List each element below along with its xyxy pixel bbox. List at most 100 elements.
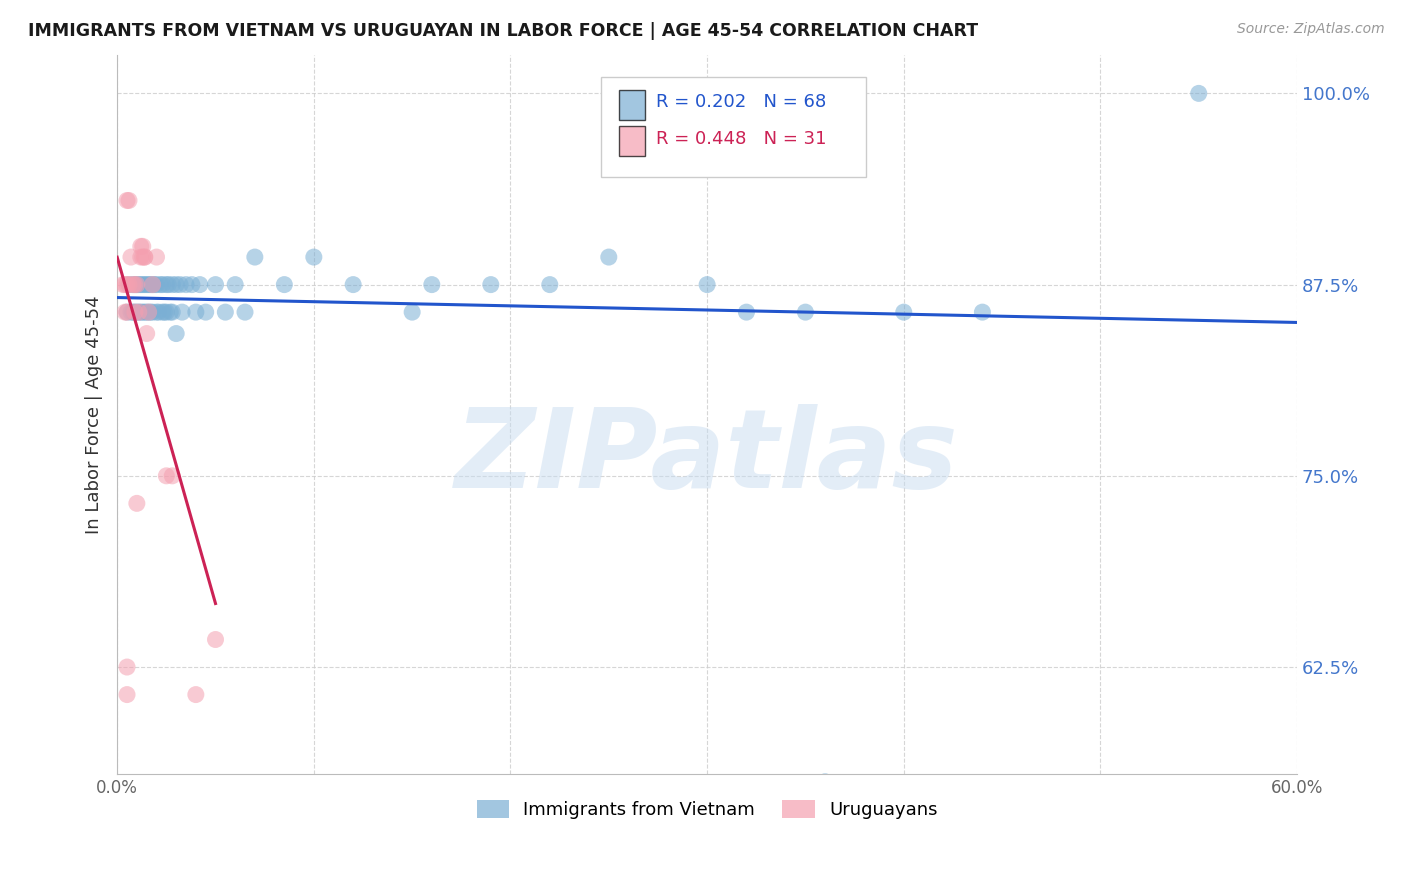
Uruguayans bbox=[125, 277, 148, 292]
Uruguayans bbox=[122, 277, 145, 292]
Uruguayans bbox=[114, 277, 136, 292]
Immigrants from Vietnam bbox=[152, 277, 174, 292]
Immigrants from Vietnam bbox=[138, 305, 160, 319]
Immigrants from Vietnam bbox=[128, 277, 150, 292]
Immigrants from Vietnam bbox=[125, 305, 148, 319]
FancyBboxPatch shape bbox=[600, 77, 866, 178]
Immigrants from Vietnam bbox=[214, 305, 236, 319]
Immigrants from Vietnam bbox=[342, 277, 364, 292]
Immigrants from Vietnam bbox=[1188, 87, 1211, 101]
Immigrants from Vietnam bbox=[134, 277, 156, 292]
Uruguayans bbox=[125, 496, 148, 510]
Immigrants from Vietnam bbox=[120, 305, 142, 319]
Immigrants from Vietnam bbox=[149, 277, 172, 292]
Immigrants from Vietnam bbox=[128, 305, 150, 319]
Uruguayans bbox=[134, 250, 156, 264]
Immigrants from Vietnam bbox=[188, 277, 211, 292]
Immigrants from Vietnam bbox=[479, 277, 502, 292]
Uruguayans bbox=[155, 468, 177, 483]
Immigrants from Vietnam bbox=[169, 277, 191, 292]
Immigrants from Vietnam bbox=[162, 305, 184, 319]
Immigrants from Vietnam bbox=[224, 277, 246, 292]
Uruguayans bbox=[129, 250, 152, 264]
Immigrants from Vietnam bbox=[794, 305, 817, 319]
Text: IMMIGRANTS FROM VIETNAM VS URUGUAYAN IN LABOR FORCE | AGE 45-54 CORRELATION CHAR: IMMIGRANTS FROM VIETNAM VS URUGUAYAN IN … bbox=[28, 22, 979, 40]
Uruguayans bbox=[115, 277, 138, 292]
Uruguayans bbox=[112, 277, 135, 292]
Immigrants from Vietnam bbox=[129, 305, 152, 319]
Uruguayans bbox=[132, 239, 155, 253]
Immigrants from Vietnam bbox=[233, 305, 256, 319]
Immigrants from Vietnam bbox=[273, 277, 295, 292]
Immigrants from Vietnam bbox=[538, 277, 561, 292]
Immigrants from Vietnam bbox=[153, 305, 176, 319]
Immigrants from Vietnam bbox=[401, 305, 423, 319]
Immigrants from Vietnam bbox=[162, 277, 184, 292]
Immigrants from Vietnam bbox=[134, 305, 156, 319]
Uruguayans bbox=[115, 660, 138, 674]
Uruguayans bbox=[128, 305, 150, 319]
Immigrants from Vietnam bbox=[194, 305, 217, 319]
Immigrants from Vietnam bbox=[165, 277, 187, 292]
Immigrants from Vietnam bbox=[598, 250, 620, 264]
Immigrants from Vietnam bbox=[814, 774, 837, 789]
Y-axis label: In Labor Force | Age 45-54: In Labor Force | Age 45-54 bbox=[86, 295, 103, 534]
Text: Source: ZipAtlas.com: Source: ZipAtlas.com bbox=[1237, 22, 1385, 37]
Immigrants from Vietnam bbox=[157, 277, 180, 292]
Uruguayans bbox=[184, 688, 207, 702]
Uruguayans bbox=[142, 277, 165, 292]
Immigrants from Vietnam bbox=[122, 305, 145, 319]
Uruguayans bbox=[132, 250, 155, 264]
Immigrants from Vietnam bbox=[115, 305, 138, 319]
Immigrants from Vietnam bbox=[142, 305, 165, 319]
Immigrants from Vietnam bbox=[122, 277, 145, 292]
Immigrants from Vietnam bbox=[180, 277, 202, 292]
Immigrants from Vietnam bbox=[152, 305, 174, 319]
Uruguayans bbox=[115, 688, 138, 702]
Immigrants from Vietnam bbox=[302, 250, 325, 264]
Immigrants from Vietnam bbox=[125, 277, 148, 292]
Immigrants from Vietnam bbox=[148, 305, 170, 319]
Immigrants from Vietnam bbox=[172, 305, 194, 319]
Immigrants from Vietnam bbox=[139, 305, 162, 319]
Immigrants from Vietnam bbox=[159, 305, 181, 319]
Uruguayans bbox=[204, 632, 226, 647]
Legend: Immigrants from Vietnam, Uruguayans: Immigrants from Vietnam, Uruguayans bbox=[470, 792, 945, 826]
Immigrants from Vietnam bbox=[243, 250, 266, 264]
Immigrants from Vietnam bbox=[155, 277, 177, 292]
Uruguayans bbox=[145, 250, 167, 264]
Uruguayans bbox=[124, 277, 146, 292]
Immigrants from Vietnam bbox=[145, 305, 167, 319]
Immigrants from Vietnam bbox=[142, 277, 165, 292]
Uruguayans bbox=[129, 239, 152, 253]
Immigrants from Vietnam bbox=[124, 277, 146, 292]
Immigrants from Vietnam bbox=[132, 277, 155, 292]
Uruguayans bbox=[135, 326, 157, 341]
Immigrants from Vietnam bbox=[184, 305, 207, 319]
Uruguayans bbox=[120, 250, 142, 264]
Immigrants from Vietnam bbox=[893, 305, 915, 319]
Immigrants from Vietnam bbox=[132, 305, 155, 319]
FancyBboxPatch shape bbox=[619, 126, 644, 156]
Immigrants from Vietnam bbox=[118, 277, 141, 292]
Uruguayans bbox=[138, 305, 160, 319]
Immigrants from Vietnam bbox=[135, 305, 157, 319]
Uruguayans bbox=[118, 277, 141, 292]
Immigrants from Vietnam bbox=[972, 305, 994, 319]
Uruguayans bbox=[118, 194, 141, 208]
Uruguayans bbox=[162, 468, 184, 483]
FancyBboxPatch shape bbox=[619, 90, 644, 120]
Immigrants from Vietnam bbox=[129, 277, 152, 292]
Immigrants from Vietnam bbox=[204, 277, 226, 292]
Immigrants from Vietnam bbox=[138, 277, 160, 292]
Immigrants from Vietnam bbox=[145, 277, 167, 292]
Immigrants from Vietnam bbox=[155, 305, 177, 319]
Text: ZIPatlas: ZIPatlas bbox=[456, 404, 959, 511]
Uruguayans bbox=[115, 305, 138, 319]
Immigrants from Vietnam bbox=[135, 277, 157, 292]
Immigrants from Vietnam bbox=[174, 277, 197, 292]
Text: R = 0.448   N = 31: R = 0.448 N = 31 bbox=[657, 130, 827, 148]
Immigrants from Vietnam bbox=[124, 305, 146, 319]
Immigrants from Vietnam bbox=[735, 305, 758, 319]
Uruguayans bbox=[114, 305, 136, 319]
